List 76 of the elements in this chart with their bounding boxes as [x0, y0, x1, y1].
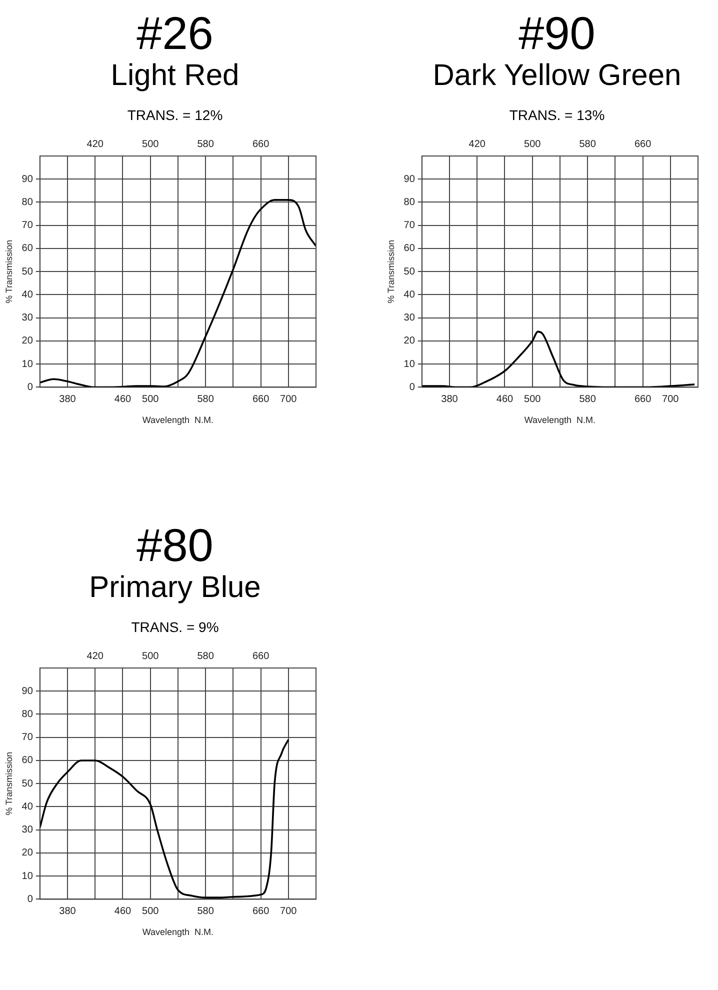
x-axis-title: Wavelength N.M. [142, 927, 214, 938]
x-tick-label: 460 [114, 394, 132, 405]
y-tick-label: 0 [27, 382, 34, 393]
x2-tick-label: 500 [142, 138, 160, 150]
y-tick-label: 70 [404, 220, 416, 232]
chart-title: #26 [136, 7, 214, 59]
x-tick-label: 660 [634, 394, 652, 405]
x2-tick-label: 420 [86, 138, 104, 150]
y-tick-label: 90 [22, 686, 34, 697]
x-tick-label: 380 [441, 394, 458, 405]
x2-tick-label: 580 [197, 650, 214, 662]
y-tick-label: 30 [22, 312, 34, 324]
y-tick-label: 30 [404, 312, 416, 324]
x2-tick-label: 500 [524, 138, 542, 150]
y-tick-label: 50 [404, 266, 416, 278]
x-tick-label: 700 [280, 394, 298, 405]
x-tick-label: 580 [197, 906, 214, 917]
y-tick-label: 70 [22, 732, 34, 744]
y-axis-title: % Transmission [386, 240, 396, 304]
x-tick-label: 500 [142, 906, 160, 917]
y-tick-label: 30 [22, 824, 34, 836]
y-tick-label: 60 [404, 243, 416, 254]
y-tick-label: 40 [404, 289, 416, 300]
y-tick-label: 40 [22, 801, 34, 812]
x2-tick-label: 580 [197, 138, 214, 150]
y-tick-label: 90 [404, 174, 416, 185]
y-tick-label: 70 [22, 220, 34, 232]
x-tick-label: 500 [524, 394, 542, 405]
y-tick-label: 20 [22, 848, 34, 859]
y-tick-label: 0 [27, 894, 34, 905]
y-tick-label: 90 [22, 174, 34, 185]
text: TRANS. = 12% [126, 106, 224, 124]
y-tick-label: 40 [22, 289, 34, 300]
y-tick-label: 80 [404, 196, 416, 208]
x-tick-label: 580 [579, 394, 596, 405]
x2-tick-label: 660 [634, 138, 652, 150]
x-axis-title: Wavelength N.M. [524, 415, 596, 426]
text: TRANS. = 9% [130, 618, 220, 636]
x-tick-label: 460 [114, 906, 132, 917]
x2-tick-label: 500 [142, 650, 160, 662]
x-tick-label: 660 [252, 906, 270, 917]
x-tick-label: 580 [197, 394, 214, 405]
x-tick-label: 700 [662, 394, 680, 405]
x-tick-label: 700 [280, 906, 298, 917]
y-tick-label: 80 [22, 708, 34, 720]
line-series [40, 738, 290, 898]
x-tick-label: 660 [252, 394, 270, 405]
y-tick-label: 20 [404, 336, 416, 347]
y-tick-label: 20 [22, 336, 34, 347]
y-tick-label: 0 [409, 382, 416, 393]
x-tick-label: 380 [59, 906, 76, 917]
y-tick-label: 60 [22, 243, 34, 254]
y-tick-label: 50 [22, 266, 34, 278]
y-tick-label: 60 [22, 755, 34, 766]
x2-tick-label: 420 [468, 138, 486, 150]
x2-tick-label: 420 [86, 650, 104, 662]
x-tick-label: 500 [142, 394, 160, 405]
chart-subtitle: Light Red [110, 58, 240, 94]
x-tick-label: 380 [59, 394, 76, 405]
y-tick-label: 10 [22, 870, 34, 882]
x2-tick-label: 580 [579, 138, 596, 150]
y-axis-title: % Transmission [4, 240, 14, 304]
y-tick-label: 80 [22, 196, 34, 208]
x2-tick-label: 660 [252, 138, 270, 150]
y-tick-label: 50 [22, 778, 34, 790]
x-axis-title: Wavelength N.M. [142, 415, 214, 426]
chart-subtitle: Primary Blue [88, 570, 262, 606]
chart-title: #80 [136, 519, 214, 571]
chart-subtitle: Dark Yellow Green [432, 58, 682, 94]
x2-tick-label: 660 [252, 650, 270, 662]
chart-title: #90 [518, 7, 596, 59]
y-tick-label: 10 [404, 358, 416, 370]
y-tick-label: 10 [22, 358, 34, 370]
x-tick-label: 460 [496, 394, 514, 405]
text: TRANS. = 13% [508, 106, 606, 124]
y-axis-title: % Transmission [4, 752, 14, 816]
